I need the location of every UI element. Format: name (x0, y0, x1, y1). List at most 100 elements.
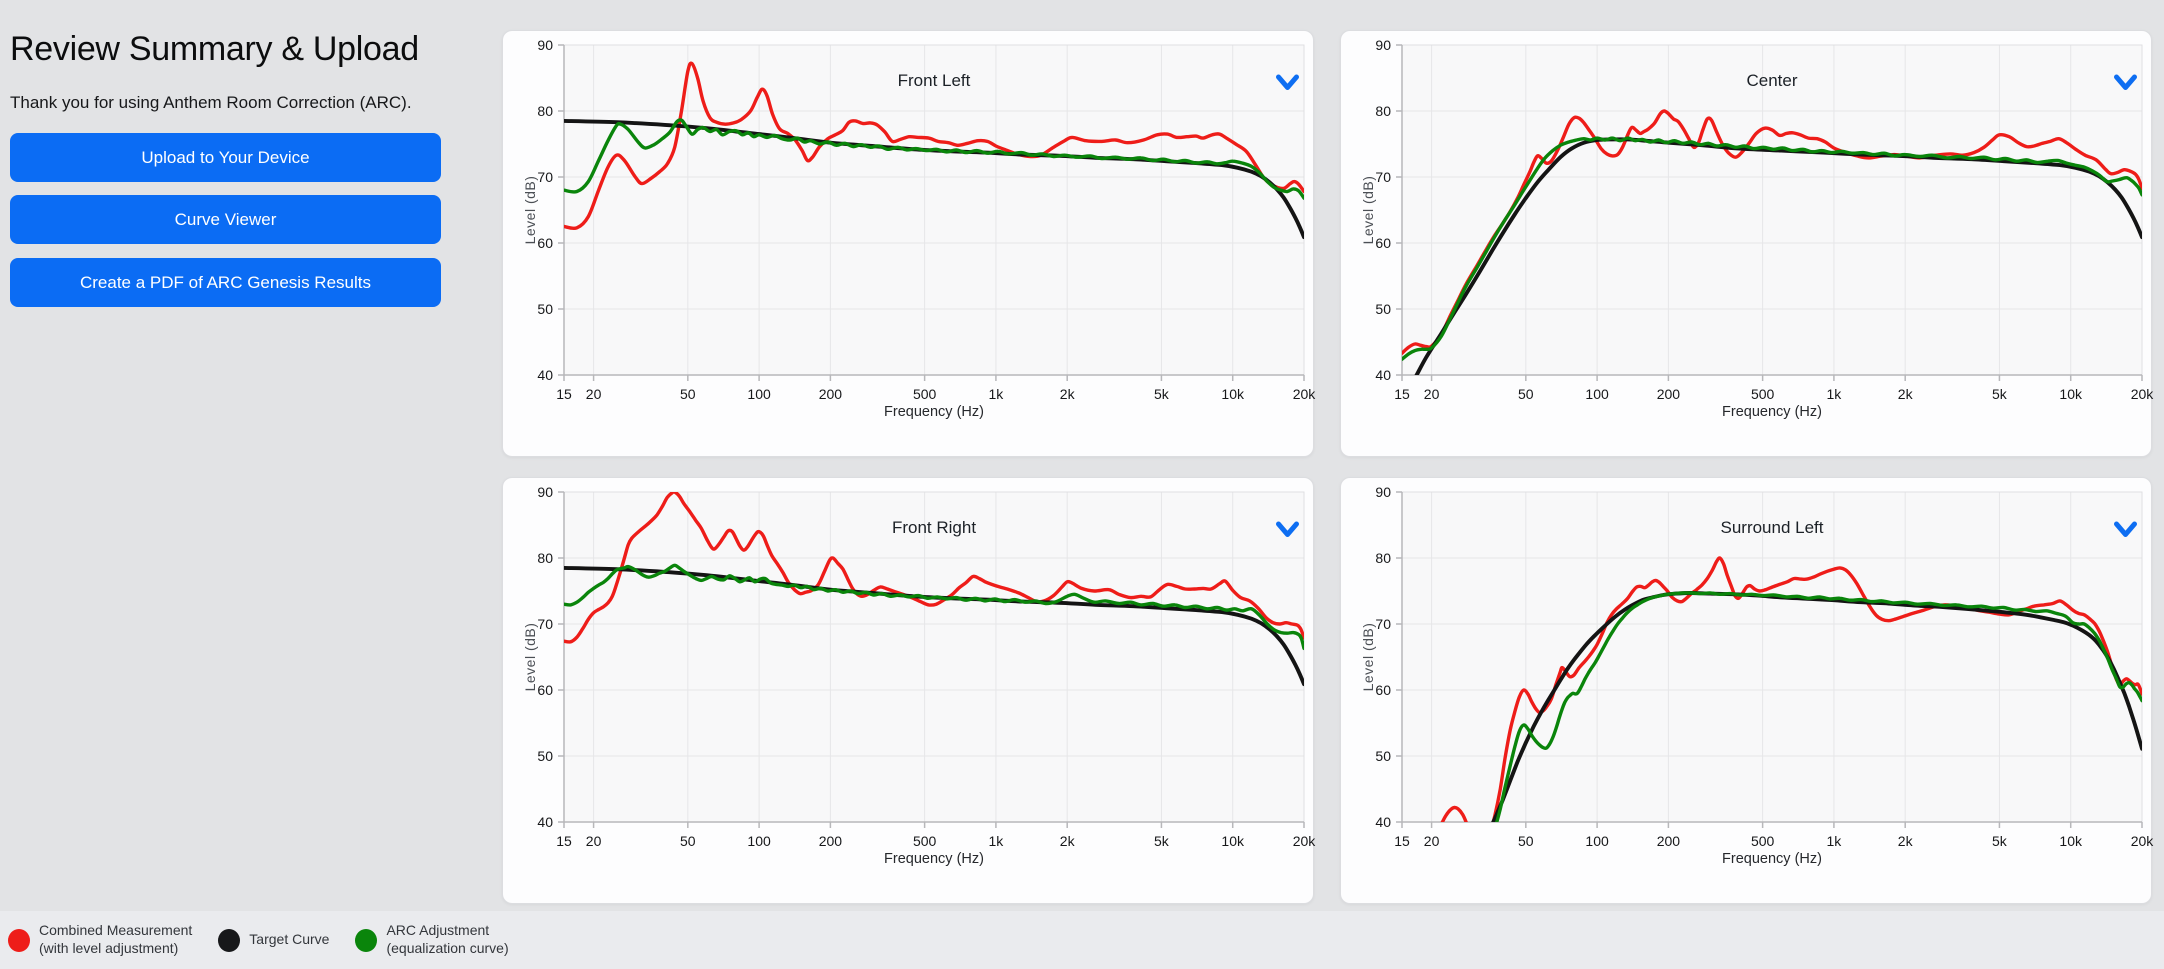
upload-to-device-button[interactable]: Upload to Your Device (10, 133, 441, 182)
svg-text:20k: 20k (2131, 833, 2155, 849)
svg-text:70: 70 (537, 169, 553, 185)
svg-text:20k: 20k (1293, 833, 1317, 849)
svg-text:5k: 5k (1992, 833, 2008, 849)
svg-text:500: 500 (1751, 833, 1775, 849)
chart-title: Center (1746, 71, 1798, 90)
svg-text:50: 50 (1375, 301, 1391, 317)
svg-text:20k: 20k (2131, 386, 2155, 402)
svg-text:5k: 5k (1154, 833, 1170, 849)
svg-text:70: 70 (537, 616, 553, 632)
svg-text:5k: 5k (1992, 386, 2008, 402)
svg-text:90: 90 (1375, 484, 1391, 500)
svg-text:15: 15 (1394, 386, 1410, 402)
svg-text:40: 40 (537, 367, 553, 383)
svg-text:20: 20 (586, 386, 602, 402)
svg-text:20: 20 (1424, 833, 1440, 849)
svg-text:200: 200 (819, 386, 843, 402)
surround-left-frequency-response-plot: 15 20 50 100 200 500 1k 2k 5k 10k 20k 40 50 60 70 80 90 (1341, 478, 2155, 905)
green-dot-icon (355, 928, 378, 952)
svg-text:100: 100 (1585, 386, 1609, 402)
svg-text:2k: 2k (1898, 386, 1914, 402)
chart-card-surround-left: 15 20 50 100 200 500 1k 2k 5k 10k 20k 40 50 60 70 80 90 … (1340, 477, 2155, 905)
black-dot-icon (218, 928, 241, 952)
svg-text:1k: 1k (1827, 833, 1843, 849)
svg-text:100: 100 (747, 833, 771, 849)
svg-text:500: 500 (913, 386, 937, 402)
y-axis-label: Level (dB) (1360, 175, 1376, 245)
svg-text:50: 50 (680, 833, 696, 849)
svg-text:1k: 1k (1827, 386, 1843, 402)
x-axis-label: Frequency (Hz) (1722, 851, 1822, 867)
chart-card-center: 15 20 50 100 200 500 1k 2k 5k 10k 20k 40 50 60 70 80 90 … (1340, 30, 2155, 458)
create-pdf-button[interactable]: Create a PDF of ARC Genesis Results (10, 258, 441, 307)
svg-text:80: 80 (1375, 103, 1391, 119)
svg-text:200: 200 (819, 833, 843, 849)
chart-title: Front Left (897, 71, 971, 90)
svg-text:15: 15 (556, 833, 572, 849)
page-title: Review Summary & Upload (10, 30, 419, 68)
curve-viewer-button[interactable]: Curve Viewer (10, 195, 441, 244)
svg-text:40: 40 (537, 814, 553, 830)
chevron-down-icon[interactable] (2113, 521, 2138, 538)
svg-text:10k: 10k (1221, 386, 1245, 402)
svg-text:10k: 10k (2059, 386, 2083, 402)
front-right-frequency-response-plot: 15 20 50 100 200 500 1k 2k 5k 10k 20k 40 50 60 70 80 90 (503, 478, 1317, 905)
svg-text:50: 50 (1375, 748, 1391, 764)
legend-item-target-curve: Target Curve (218, 928, 330, 952)
x-axis-label: Frequency (Hz) (884, 404, 984, 420)
front-left-frequency-response-plot: 15 20 50 100 200 500 1k 2k 5k 10k 20k 40 50 60 70 80 90 (503, 31, 1316, 458)
svg-text:60: 60 (1375, 682, 1391, 698)
svg-text:50: 50 (1518, 386, 1534, 402)
svg-text:100: 100 (1585, 833, 1609, 849)
svg-text:5k: 5k (1154, 386, 1170, 402)
legend-label: Target Curve (249, 931, 330, 948)
svg-text:500: 500 (1751, 386, 1775, 402)
svg-text:90: 90 (537, 484, 553, 500)
svg-text:2k: 2k (1060, 386, 1076, 402)
svg-text:500: 500 (913, 833, 937, 849)
y-axis-label: Level (dB) (522, 622, 538, 692)
x-axis-label: Frequency (Hz) (884, 851, 984, 867)
frequency-response-chart: 15 20 50 100 200 500 1k 2k 5k 10k 20k 40 50 60 70 80 90 (1375, 484, 2155, 849)
svg-text:60: 60 (537, 682, 553, 698)
svg-text:50: 50 (1518, 833, 1534, 849)
legend-bar: Combined Measurement (with level adjustm… (0, 911, 2164, 969)
chart-card-front-left: 15 20 50 100 200 500 1k 2k 5k 10k 20k 40 50 60 70 80 90 … (502, 30, 1316, 458)
red-dot-icon (8, 928, 30, 952)
chevron-down-icon[interactable] (2113, 74, 2138, 91)
legend-item-arc-adjustment: ARC Adjustment (equalization curve) (355, 922, 509, 958)
y-axis-label: Level (dB) (1360, 622, 1376, 692)
svg-text:80: 80 (537, 550, 553, 566)
svg-text:15: 15 (1394, 833, 1410, 849)
page-subtitle: Thank you for using Anthem Room Correcti… (10, 93, 412, 112)
svg-text:40: 40 (1375, 814, 1391, 830)
svg-text:70: 70 (1375, 616, 1391, 632)
frequency-response-chart: 15 20 50 100 200 500 1k 2k 5k 10k 20k 40 50 60 70 80 90 (537, 37, 1316, 402)
center-frequency-response-plot: 15 20 50 100 200 500 1k 2k 5k 10k 20k 40 50 60 70 80 90 (1341, 31, 2155, 458)
svg-text:90: 90 (1375, 37, 1391, 53)
svg-text:20: 20 (1424, 386, 1440, 402)
legend-label: ARC Adjustment (equalization curve) (386, 922, 509, 956)
chevron-down-icon[interactable] (1275, 74, 1300, 91)
chevron-down-icon[interactable] (1275, 521, 1300, 538)
svg-text:10k: 10k (1221, 833, 1245, 849)
svg-text:70: 70 (1375, 169, 1391, 185)
x-axis-label: Frequency (Hz) (1722, 404, 1822, 420)
svg-text:15: 15 (556, 386, 572, 402)
chart-title: Front Right (891, 518, 977, 537)
svg-text:200: 200 (1657, 833, 1681, 849)
svg-text:60: 60 (537, 235, 553, 251)
svg-text:60: 60 (1375, 235, 1391, 251)
svg-text:50: 50 (537, 748, 553, 764)
legend-item-combined-measurement: Combined Measurement (with level adjustm… (8, 922, 192, 958)
svg-text:90: 90 (537, 37, 553, 53)
frequency-response-chart: 15 20 50 100 200 500 1k 2k 5k 10k 20k 40 50 60 70 80 90 (537, 484, 1317, 849)
svg-text:80: 80 (1375, 550, 1391, 566)
y-axis-label: Level (dB) (522, 175, 538, 245)
chart-title: Surround Left (1720, 518, 1824, 537)
svg-text:1k: 1k (989, 833, 1005, 849)
svg-text:2k: 2k (1060, 833, 1076, 849)
sidebar: Review Summary & Upload Thank you for us… (0, 0, 502, 911)
svg-text:20: 20 (586, 833, 602, 849)
